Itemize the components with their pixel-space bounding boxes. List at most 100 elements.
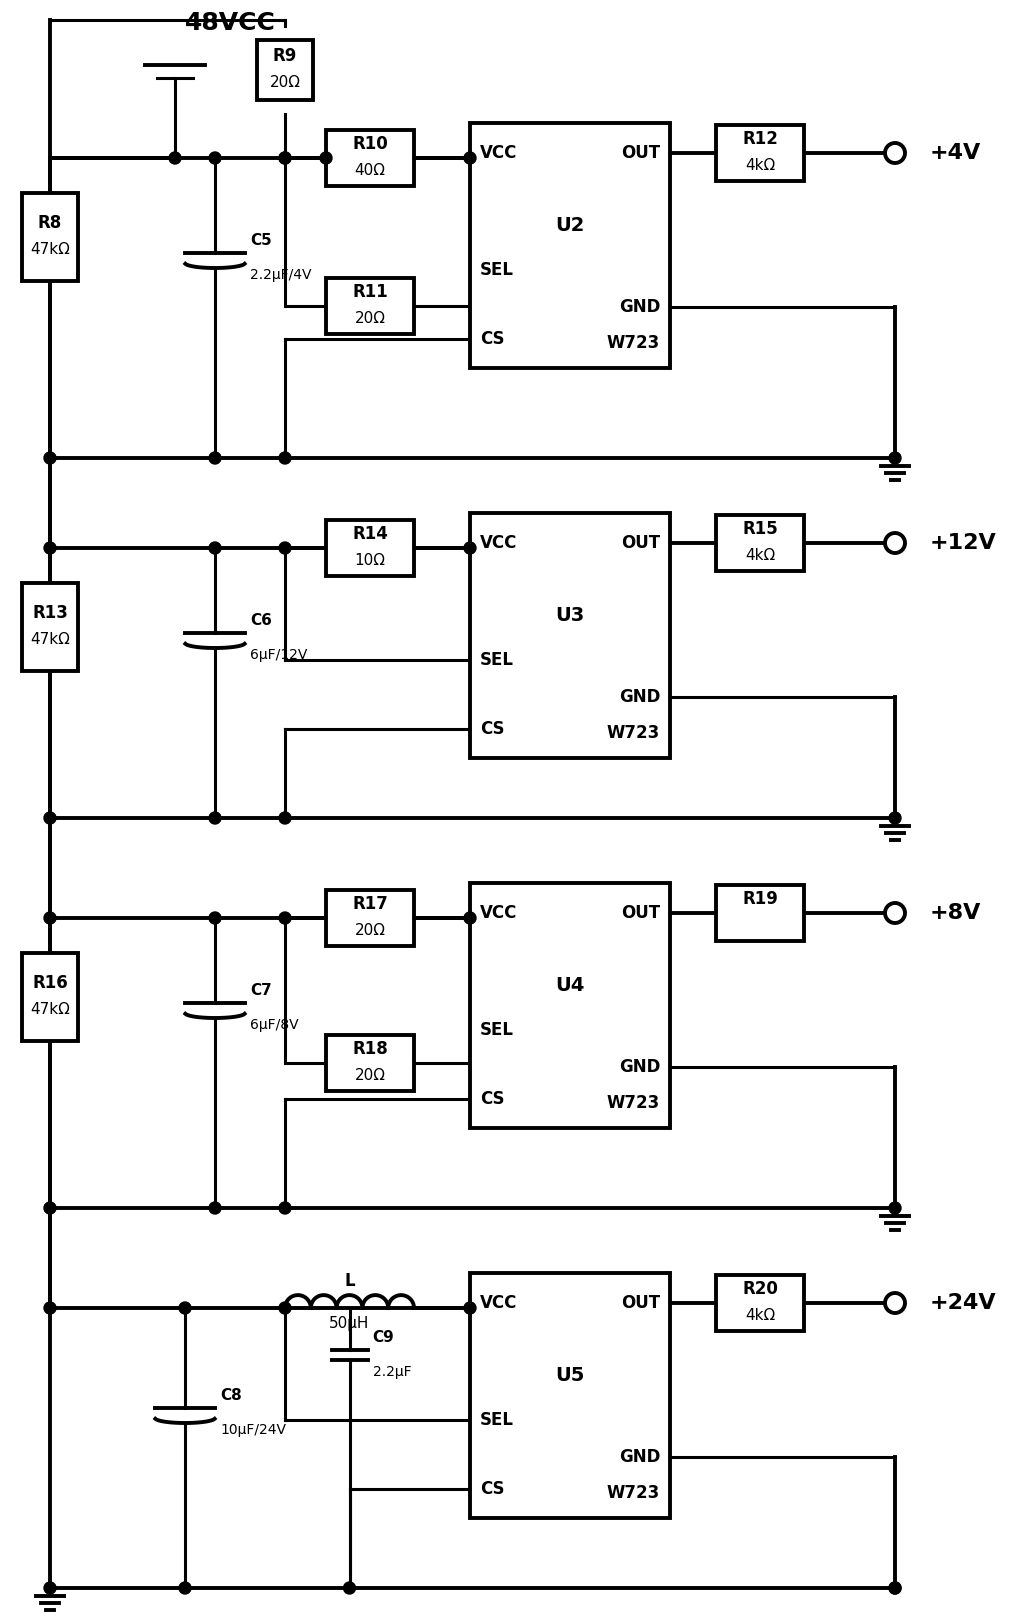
Text: L: L [344, 1272, 355, 1290]
Circle shape [209, 153, 221, 164]
Circle shape [464, 542, 476, 553]
Circle shape [889, 1582, 901, 1594]
Text: C6: C6 [250, 613, 272, 628]
Text: OUT: OUT [620, 1294, 660, 1311]
Text: 2.2μF/4V: 2.2μF/4V [250, 268, 311, 282]
Circle shape [320, 153, 332, 164]
Text: +4V: +4V [930, 143, 981, 162]
Text: +24V: +24V [930, 1294, 997, 1313]
Circle shape [885, 143, 905, 162]
Text: R20: R20 [742, 1281, 778, 1298]
Text: W723: W723 [607, 724, 660, 742]
Text: W723: W723 [607, 334, 660, 352]
Circle shape [279, 542, 291, 553]
Text: 50μH: 50μH [329, 1316, 370, 1331]
Text: +12V: +12V [930, 532, 997, 553]
Circle shape [889, 1203, 901, 1214]
Text: 47kΩ: 47kΩ [30, 242, 70, 256]
Text: SEL: SEL [480, 1021, 514, 1039]
Bar [470, 123, 670, 368]
Text: 47kΩ: 47kΩ [30, 631, 70, 648]
Bar [470, 513, 670, 758]
Bar [716, 514, 804, 571]
Text: U2: U2 [555, 216, 584, 235]
Bar [257, 41, 313, 101]
Circle shape [889, 1582, 901, 1594]
Bar [22, 193, 78, 281]
Text: R17: R17 [352, 894, 388, 914]
Text: VCC: VCC [480, 144, 517, 162]
Circle shape [169, 153, 181, 164]
Circle shape [885, 1294, 905, 1313]
Bar [22, 583, 78, 670]
Circle shape [889, 451, 901, 464]
Text: CS: CS [480, 1480, 505, 1498]
Text: 20Ω: 20Ω [355, 312, 386, 326]
Text: +8V: +8V [930, 902, 981, 923]
Text: W723: W723 [607, 1485, 660, 1503]
Text: 20Ω: 20Ω [355, 923, 386, 938]
Text: 10Ω: 10Ω [355, 553, 386, 568]
Text: W723: W723 [607, 1094, 660, 1112]
Text: 20Ω: 20Ω [270, 75, 301, 89]
Text: R16: R16 [32, 974, 68, 992]
Circle shape [889, 812, 901, 824]
Bar [716, 125, 804, 182]
Text: 4kΩ: 4kΩ [744, 549, 776, 563]
Text: R18: R18 [353, 1040, 388, 1058]
Text: 20Ω: 20Ω [355, 1068, 386, 1083]
Circle shape [44, 1203, 56, 1214]
Circle shape [279, 153, 291, 164]
Text: VCC: VCC [480, 1294, 517, 1311]
Text: 4kΩ: 4kΩ [744, 1308, 776, 1323]
Text: CS: CS [480, 1089, 505, 1107]
Circle shape [464, 912, 476, 923]
Circle shape [209, 812, 221, 824]
Circle shape [279, 812, 291, 824]
Circle shape [44, 912, 56, 923]
Bar [22, 953, 78, 1040]
Text: C5: C5 [250, 234, 272, 248]
Text: R11: R11 [353, 282, 388, 300]
Bar [716, 885, 804, 941]
Circle shape [179, 1302, 191, 1315]
Circle shape [44, 451, 56, 464]
Circle shape [464, 1302, 476, 1315]
Bar [716, 1276, 804, 1331]
Text: R19: R19 [742, 889, 778, 907]
Text: GND: GND [618, 297, 660, 316]
Text: CS: CS [480, 329, 505, 347]
Text: SEL: SEL [480, 1410, 514, 1428]
Text: 48VCC: 48VCC [185, 11, 276, 36]
Text: C8: C8 [220, 1388, 242, 1402]
Circle shape [885, 902, 905, 923]
Text: 47kΩ: 47kΩ [30, 1001, 70, 1018]
Circle shape [279, 1203, 291, 1214]
Bar [326, 1035, 414, 1091]
Text: 4kΩ: 4kΩ [744, 157, 776, 174]
Text: GND: GND [618, 1058, 660, 1076]
Circle shape [343, 1582, 356, 1594]
Text: VCC: VCC [480, 904, 517, 922]
Bar [326, 519, 414, 576]
Circle shape [209, 1203, 221, 1214]
Text: 40Ω: 40Ω [355, 162, 386, 179]
Text: OUT: OUT [620, 534, 660, 552]
Text: 2.2μF: 2.2μF [372, 1365, 412, 1380]
Bar [470, 1272, 670, 1518]
Circle shape [209, 451, 221, 464]
Circle shape [44, 1582, 56, 1594]
Text: R9: R9 [273, 47, 297, 65]
Text: SEL: SEL [480, 651, 514, 669]
Circle shape [279, 153, 291, 164]
Text: VCC: VCC [480, 534, 517, 552]
Circle shape [209, 542, 221, 553]
Circle shape [44, 542, 56, 553]
Text: U3: U3 [555, 607, 584, 625]
Bar [326, 889, 414, 946]
Text: U5: U5 [555, 1367, 584, 1386]
Circle shape [464, 153, 476, 164]
Text: SEL: SEL [480, 261, 514, 279]
Text: OUT: OUT [620, 144, 660, 162]
Circle shape [885, 532, 905, 553]
